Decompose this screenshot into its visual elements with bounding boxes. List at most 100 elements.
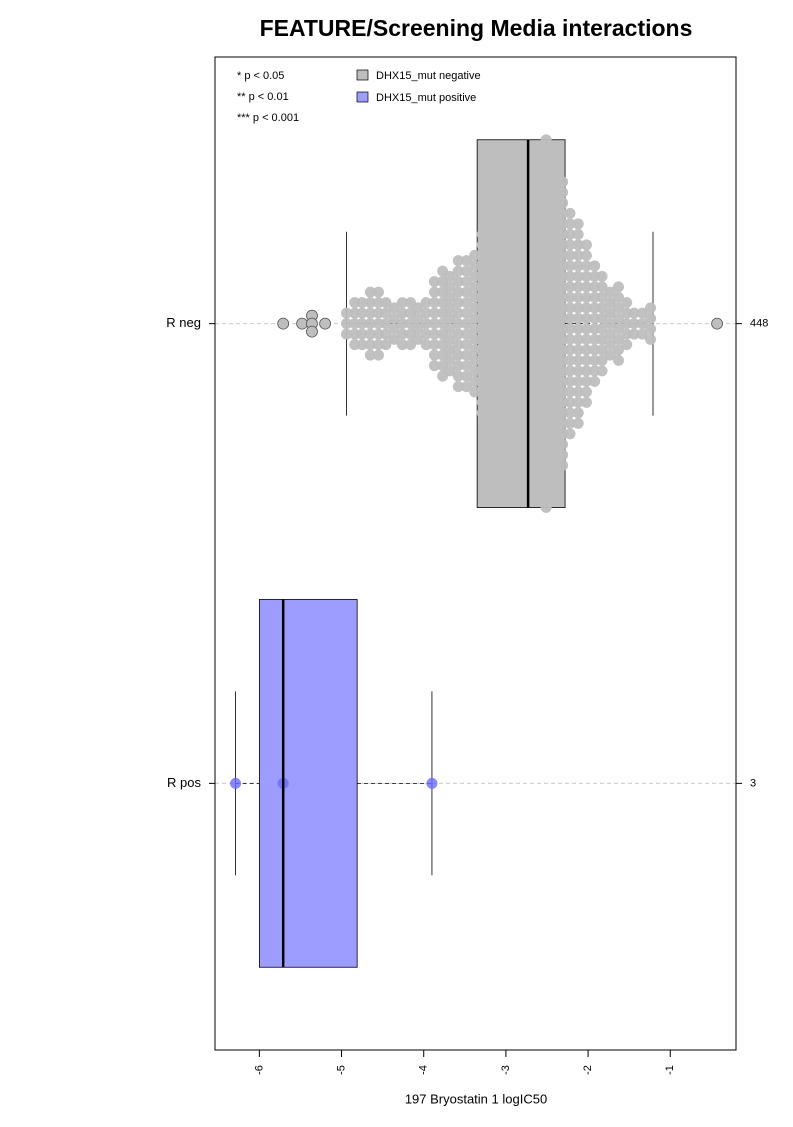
swarm-dot: [628, 307, 640, 319]
swarm-dot: [508, 270, 520, 282]
swarm-dot: [516, 417, 528, 429]
outlier: [319, 317, 332, 330]
x-tick-label: -4: [418, 1065, 430, 1075]
swarm-dot: [484, 386, 496, 398]
swarm-dot: [500, 438, 512, 450]
swarm-dot: [604, 297, 616, 309]
swarm-dot: [564, 333, 576, 345]
swarm-dot: [548, 249, 560, 261]
swarm-dot: [532, 291, 544, 303]
swarm-dot: [476, 375, 488, 387]
swarm-dot: [484, 302, 496, 314]
swarm-dot: [396, 339, 408, 351]
swarm-dot: [580, 239, 592, 251]
swarm-dot: [580, 396, 592, 408]
swarm-dot: [516, 270, 528, 282]
swarm-dot: [548, 176, 560, 188]
swarm-dot: [428, 328, 440, 340]
swarm-dot: [452, 307, 464, 319]
swarm-dot: [508, 470, 520, 482]
swarm-dot: [380, 328, 392, 340]
swarm-dot: [516, 155, 528, 167]
swarm-dot: [564, 344, 576, 356]
swarm-dot: [548, 428, 560, 440]
swarm-dot: [444, 344, 456, 356]
swarm-dot: [540, 470, 552, 482]
swarm-dot: [508, 302, 520, 314]
swarm-dot: [532, 239, 544, 251]
swarm-dot: [444, 365, 456, 377]
swarm-dot: [364, 286, 376, 298]
swarm-dot: [540, 239, 552, 251]
swarm-dot: [540, 155, 552, 167]
swarm-dot: [572, 228, 584, 240]
swarm-dot: [516, 165, 528, 177]
swarm-dot: [645, 333, 657, 345]
swarm-dot: [564, 428, 576, 440]
swarm-dot: [380, 318, 392, 330]
swarm-dot: [508, 249, 520, 261]
outlier: [306, 325, 318, 338]
swarm-dot: [508, 333, 520, 345]
swarm-dot: [564, 323, 576, 335]
swarm-dot: [589, 375, 601, 387]
swarm-dot: [612, 344, 624, 356]
swarm-dot: [508, 449, 520, 461]
swarm-dot: [484, 417, 496, 429]
swarm-dot: [548, 228, 560, 240]
swarm-dot: [564, 249, 576, 261]
swarm-dot: [476, 228, 488, 240]
swarm-dot: [356, 307, 368, 319]
swarm-dot: [500, 344, 512, 356]
swarm-dot: [508, 239, 520, 251]
swarm-dot: [636, 318, 648, 330]
swarm-dot: [564, 407, 576, 419]
swarm-dot: [540, 365, 552, 377]
swarm-dot: [540, 281, 552, 293]
swarm-dot: [532, 354, 544, 366]
swarm-dot: [557, 438, 569, 450]
swarm-dot: [508, 354, 520, 366]
chart-title: FEATURE/Screening Media interactions: [260, 15, 693, 41]
swarm-dot: [548, 354, 560, 366]
swarm-dot: [572, 386, 584, 398]
swarm-dot: [532, 270, 544, 282]
swarm-dot: [572, 291, 584, 303]
swarm-dot: [516, 228, 528, 240]
swarm-dot: [540, 207, 552, 219]
swarm-dot: [540, 354, 552, 366]
swarm-dot: [476, 354, 488, 366]
swarm-dot: [476, 396, 488, 408]
swarm-dot: [572, 249, 584, 261]
swarm-dot: [428, 297, 440, 309]
swarm-dot: [580, 270, 592, 282]
swarm-dot: [564, 312, 576, 324]
swarm-dot: [500, 249, 512, 261]
swarm-dot: [628, 328, 640, 340]
swarm-dot: [532, 312, 544, 324]
swarm-dot: [373, 286, 385, 298]
swarm-dot: [548, 260, 560, 272]
swarm-dot: [532, 438, 544, 450]
swarm-dot: [532, 428, 544, 440]
swarm-dot: [500, 218, 512, 230]
swarm-dot: [532, 407, 544, 419]
swarm-dot: [516, 186, 528, 198]
swarm-dot: [516, 207, 528, 219]
swarm-dot: [540, 323, 552, 335]
swarm-dot: [621, 297, 633, 309]
swarm-dot: [540, 396, 552, 408]
swarm-dot: [548, 365, 560, 377]
swarm-dot: [396, 307, 408, 319]
swarm-dot: [516, 218, 528, 230]
swarm-dot: [532, 449, 544, 461]
swarm-dot: [476, 333, 488, 345]
swarm-dot: [572, 312, 584, 324]
swarm-dot: [548, 333, 560, 345]
swarm-dot: [532, 144, 544, 156]
swarm-dot: [500, 375, 512, 387]
swarm-dot: [540, 407, 552, 419]
swarm-dot: [580, 281, 592, 293]
swarm-dot: [540, 186, 552, 198]
